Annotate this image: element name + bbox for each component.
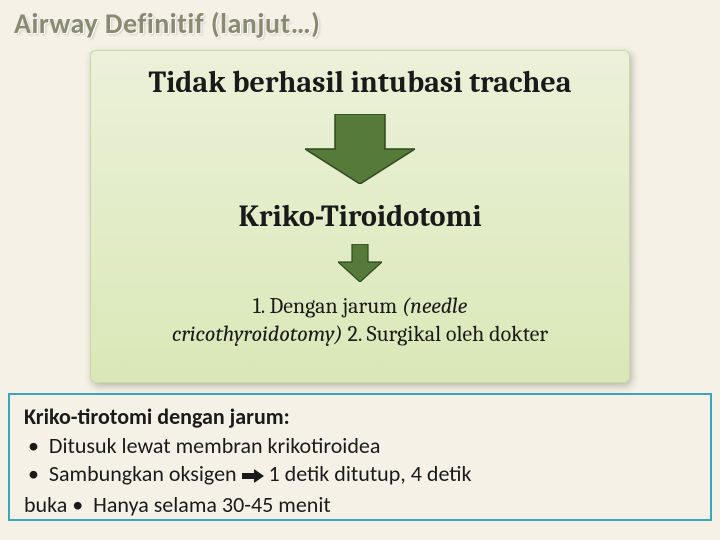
method-2: 2. Surgikal oleh dokter: [343, 321, 548, 347]
notes-bullet-3-prefix: buka: [24, 491, 67, 518]
notes-heading: Kriko-tirotomi dengan jarum:: [24, 403, 696, 432]
notes-panel: Kriko-tirotomi dengan jarum: • Ditusuk l…: [8, 393, 712, 521]
arrow-down-large-icon: [305, 114, 415, 189]
notes-bullet-2-text-b: 1 detik ditutup, 4 detik: [264, 460, 472, 487]
arrow-down-small-icon: [338, 244, 382, 287]
step-methods: 1. Dengan jarum (needle cricothyroidotom…: [111, 293, 609, 348]
notes-bullet-1-text: Ditusuk lewat membran krikotiroidea: [49, 432, 380, 459]
arrow-right-icon: [242, 462, 264, 491]
method-1-italic-a: (needle: [402, 293, 467, 319]
notes-bullet-3-text: Hanya selama 30-45 menit: [93, 491, 331, 518]
notes-bullet-3-line: buka • Hanya selama 30-45 menit: [24, 491, 696, 520]
step-cricothyroidotomy: Kriko-Tiroidotomi: [111, 199, 609, 234]
method-1-italic-b: cricothyroidotomy): [172, 321, 343, 347]
step-failed-intubation: Tidak berhasil intubasi trachea: [111, 65, 609, 100]
notes-bullet-2: • Sambungkan oksigen 1 detik ditutup, 4 …: [28, 460, 696, 491]
notes-bullet-2-text-a: Sambungkan oksigen: [49, 460, 242, 487]
flow-panel: Tidak berhasil intubasi trachea Kriko-Ti…: [90, 50, 630, 383]
slide-title: Airway Definitif (lanjut…): [14, 6, 320, 41]
method-1-prefix: 1. Dengan jarum: [253, 293, 402, 319]
notes-bullet-1: • Ditusuk lewat membran krikotiroidea: [28, 432, 696, 461]
